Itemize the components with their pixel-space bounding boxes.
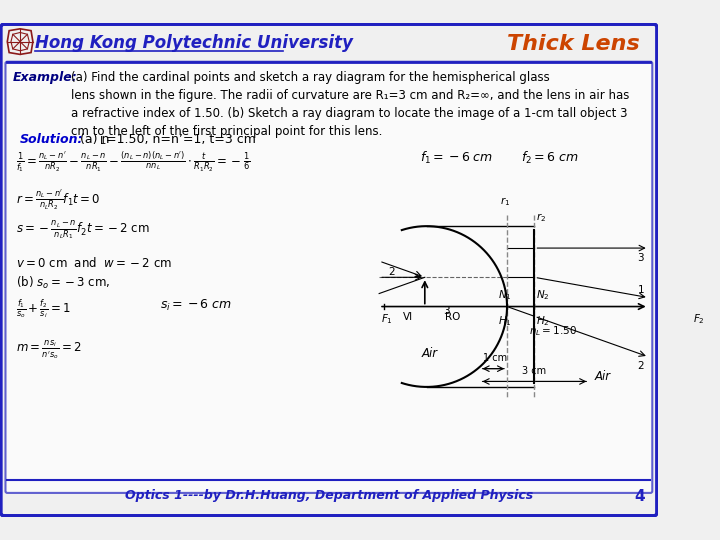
Text: $n_L = 1.50$: $n_L = 1.50$ — [528, 324, 577, 338]
Text: 3: 3 — [443, 306, 450, 316]
Text: 4: 4 — [634, 489, 645, 504]
Text: 2: 2 — [637, 361, 644, 372]
Text: $H_1$: $H_1$ — [498, 314, 512, 328]
Text: $s_i = -6$ cm: $s_i = -6$ cm — [160, 298, 232, 313]
Text: $N_1$: $N_1$ — [498, 288, 512, 302]
Text: $H_2$: $H_2$ — [536, 314, 550, 328]
Text: VI: VI — [403, 312, 413, 322]
Text: $F_1$: $F_1$ — [381, 312, 393, 326]
FancyBboxPatch shape — [6, 62, 652, 493]
Text: Thick Lens: Thick Lens — [507, 35, 639, 55]
Text: Solution:: Solution: — [20, 133, 84, 146]
Text: Hong Kong Polytechnic University: Hong Kong Polytechnic University — [35, 35, 353, 52]
Text: $\frac{1}{f_1} = \frac{n_L - n'}{nR_2} - \frac{n_L - n}{nR_1} - \frac{(n_L - n)(: $\frac{1}{f_1} = \frac{n_L - n'}{nR_2} -… — [17, 150, 251, 174]
Text: $\frac{f_1}{s_o} + \frac{f_2}{s_i} = 1$: $\frac{f_1}{s_o} + \frac{f_2}{s_i} = 1$ — [17, 298, 71, 320]
Text: $m = \frac{ns_i}{n's_o} = 2$: $m = \frac{ns_i}{n's_o} = 2$ — [17, 339, 82, 362]
Text: Air: Air — [595, 369, 611, 383]
Text: (a) n: (a) n — [81, 133, 109, 146]
Text: Optics 1----by Dr.H.Huang, Department of Applied Physics: Optics 1----by Dr.H.Huang, Department of… — [125, 489, 533, 502]
Text: 1 cm: 1 cm — [483, 353, 507, 363]
Text: 1: 1 — [637, 285, 644, 295]
Text: 2: 2 — [388, 267, 395, 278]
Text: $N_2$: $N_2$ — [536, 288, 550, 302]
Text: $r_1$: $r_1$ — [500, 195, 510, 208]
Text: $F_2$: $F_2$ — [693, 312, 705, 326]
Text: Air: Air — [421, 347, 438, 360]
Text: $f_2 = 6$ cm: $f_2 = 6$ cm — [521, 150, 578, 165]
FancyBboxPatch shape — [1, 24, 657, 516]
Text: $v = 0$ cm  and  $w = -2$ cm: $v = 0$ cm and $w = -2$ cm — [17, 256, 173, 271]
Text: 3: 3 — [637, 253, 644, 262]
Text: (b) $s_o = -3$ cm,: (b) $s_o = -3$ cm, — [17, 274, 111, 291]
Text: $s = -\frac{n_L - n}{n_L R_1} f_2 t = -2$ cm: $s = -\frac{n_L - n}{n_L R_1} f_2 t = -2… — [17, 220, 150, 242]
Text: 3 cm: 3 cm — [523, 366, 546, 376]
Text: $r_2$: $r_2$ — [536, 212, 546, 224]
Text: (a) Find the cardinal points and sketch a ray diagram for the hemispherical glas: (a) Find the cardinal points and sketch … — [71, 71, 629, 138]
Text: Example:: Example: — [13, 71, 78, 84]
Text: $r = \frac{n_L - n'}{n_L R_2} f_1 t = 0$: $r = \frac{n_L - n'}{n_L R_2} f_1 t = 0$ — [17, 188, 101, 212]
Text: RO: RO — [444, 312, 460, 322]
Text: =1.50, n=n’=1, t=3 cm: =1.50, n=n’=1, t=3 cm — [106, 133, 256, 146]
Text: $f_1 = -6$ cm: $f_1 = -6$ cm — [420, 150, 493, 165]
Text: L: L — [101, 136, 106, 146]
